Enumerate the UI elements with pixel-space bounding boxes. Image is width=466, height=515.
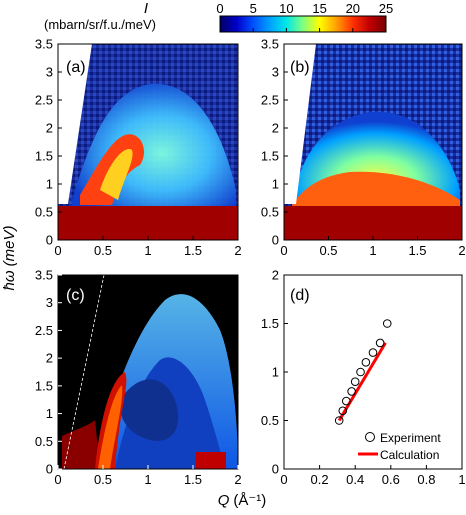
panel-b-elastic-band xyxy=(284,206,462,240)
axis-ticks: 0 0.5 1 1.5 200.511.522.533.50 0.5 1 1.5 200.511… xyxy=(35,37,466,488)
experiment-point xyxy=(361,358,371,367)
panel-a-elastic-band xyxy=(58,206,238,240)
y-tick-label-a: 3 xyxy=(46,65,53,80)
x-tick-label-b: 1 xyxy=(369,243,376,258)
panel-d-marks xyxy=(334,319,392,425)
x-tick-label-a: 2 xyxy=(234,243,241,258)
y-tick-label-b: 1 xyxy=(272,177,279,192)
y-tick-label-c: 2 xyxy=(46,351,53,366)
panel-d-legend: Experiment Calculation xyxy=(358,431,441,462)
colorbar-tick-label: 15 xyxy=(312,1,326,16)
y-tick-label-a: 1.5 xyxy=(35,149,53,164)
experiment-point xyxy=(342,396,351,406)
x-tick-label-a: 0 xyxy=(54,243,61,258)
experiment-point xyxy=(334,416,344,425)
x-tick-label-b: 0 xyxy=(280,243,287,258)
panel-c: (c) xyxy=(57,274,239,470)
x-tick-label-b: 0.5 xyxy=(319,243,337,258)
y-tick-label-d: 0.5 xyxy=(261,413,279,428)
experiment-point xyxy=(338,406,348,416)
panel-a-label: (a) xyxy=(66,59,86,76)
x-tick-label-c: 2 xyxy=(234,472,241,487)
x-tick-label-c: 1 xyxy=(144,472,151,487)
experiment-point xyxy=(350,377,360,387)
colorbar-tick-label: 20 xyxy=(346,1,360,16)
x-tick-label-d: 0.2 xyxy=(311,472,329,487)
colorbar-tick-label: 0 xyxy=(216,1,223,16)
x-tick-label-d: 0.8 xyxy=(417,472,435,487)
panel-d-label: (d) xyxy=(290,287,310,304)
y-tick-label-b: 0.5 xyxy=(261,205,279,220)
y-tick-label-a: 3.5 xyxy=(35,37,53,52)
colorbar-tick-label: 10 xyxy=(279,1,293,16)
y-tick-label-d: 0 xyxy=(272,462,279,477)
y-tick-label-b: 1.5 xyxy=(261,149,279,164)
colorbar-ticks: 0 5 10 15 20 25 xyxy=(216,1,393,32)
y-tick-label-a: 2.5 xyxy=(35,93,53,108)
y-tick-label-b: 3.5 xyxy=(261,37,279,52)
legend-experiment-label: Experiment xyxy=(380,431,441,445)
y-tick-label-c: 0 xyxy=(46,462,53,477)
y-tick-label-c: 3.5 xyxy=(35,268,53,283)
y-tick-label-d: 1 xyxy=(272,365,279,380)
panel-a-kinematic-limit xyxy=(58,44,92,204)
y-tick-label-d: 2 xyxy=(272,268,279,283)
y-tick-label-c: 0.5 xyxy=(35,434,53,449)
experiment-point xyxy=(368,348,378,357)
colorbar-label: I xyxy=(144,0,148,17)
x-tick-label-d: 1 xyxy=(458,472,465,487)
x-tick-label-b: 2 xyxy=(458,243,465,258)
y-tick-label-c: 3 xyxy=(46,295,53,310)
x-axis-label: Q (Å⁻¹) xyxy=(218,492,267,509)
y-tick-label-b: 2.5 xyxy=(261,93,279,108)
y-axis-label: ħω (meV) xyxy=(1,225,18,290)
legend-experiment-marker xyxy=(365,432,375,442)
panel-a: (a) xyxy=(57,43,239,241)
x-tick-label-c: 1.5 xyxy=(184,472,202,487)
x-tick-label-a: 1 xyxy=(144,243,151,258)
experiment-point xyxy=(382,319,392,328)
y-tick-label-c: 1 xyxy=(46,406,53,421)
panel-b: (b) xyxy=(283,43,463,241)
colorbar-units: (mbarn/sr/f.u./meV) xyxy=(44,17,156,32)
x-tick-label-b: 1.5 xyxy=(408,243,426,258)
x-tick-label-a: 0.5 xyxy=(94,243,112,258)
x-axis-var: Q xyxy=(218,492,230,509)
panel-d: (d) Experiment Calculation xyxy=(283,274,463,470)
colorbar-gradient xyxy=(219,15,387,33)
x-axis-unit: (Å⁻¹) xyxy=(233,492,266,509)
y-tick-label-b: 0 xyxy=(272,233,279,248)
y-tick-label-c: 2.5 xyxy=(35,323,53,338)
x-tick-label-c: 0.5 xyxy=(94,472,112,487)
panel-b-label: (b) xyxy=(290,59,310,76)
calculation-line xyxy=(337,342,387,422)
y-tick-label-a: 2 xyxy=(46,121,53,136)
experiment-point xyxy=(375,338,385,348)
y-tick-label-b: 3 xyxy=(272,65,279,80)
colorbar-tick-label: 25 xyxy=(379,1,393,16)
x-tick-label-d: 0.6 xyxy=(382,472,400,487)
y-tick-label-c: 1.5 xyxy=(35,378,53,393)
x-tick-label-c: 0 xyxy=(54,472,61,487)
y-tick-label-a: 1 xyxy=(46,177,53,192)
panel-b-kinematic-limit xyxy=(284,44,316,204)
panel-c-kinematic-line xyxy=(63,275,105,469)
panel-c-label: (c) xyxy=(66,287,85,304)
experiment-point xyxy=(356,367,365,377)
colorbar: I (mbarn/sr/f.u./meV) 0 5 10 15 20 25 xyxy=(44,0,393,33)
y-tick-label-a: 0.5 xyxy=(35,205,53,220)
y-tick-label-d: 1.5 xyxy=(261,316,279,331)
experiment-point xyxy=(347,387,356,396)
y-tick-label-b: 2 xyxy=(272,121,279,136)
y-tick-label-a: 0 xyxy=(46,233,53,248)
legend-calculation-label: Calculation xyxy=(380,448,439,462)
x-tick-label-d: 0 xyxy=(280,472,287,487)
colorbar-tick-label: 5 xyxy=(250,1,257,16)
x-tick-label-d: 0.4 xyxy=(346,472,364,487)
x-tick-label-a: 1.5 xyxy=(184,243,202,258)
